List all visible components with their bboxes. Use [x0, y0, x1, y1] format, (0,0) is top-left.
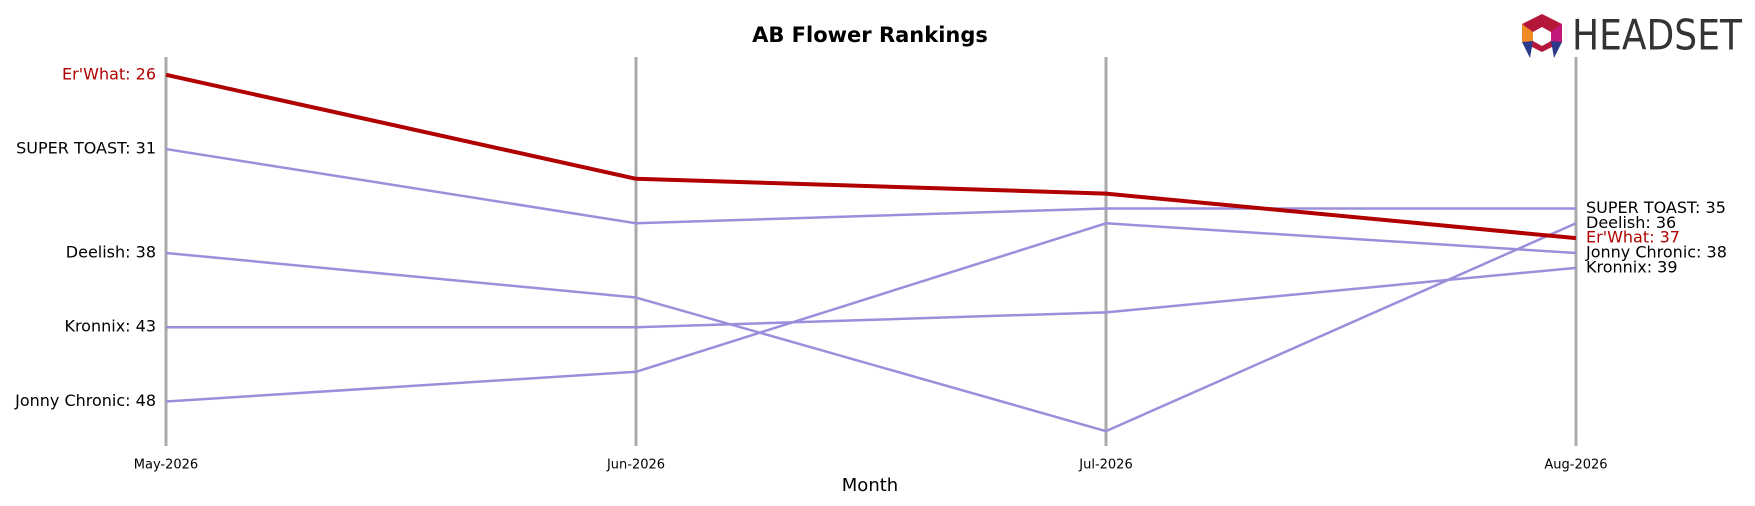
value-label: Jonny Chronic: 38 [1585, 242, 1727, 261]
logo: HEADSET [1522, 11, 1742, 60]
highlight-line [165, 72, 1577, 241]
logo-icon-hole [1533, 27, 1551, 46]
value-label: Er'What: 37 [1586, 228, 1680, 247]
x-tick-label: Aug-2026 [1544, 458, 1607, 473]
logo-icon-part [1522, 41, 1533, 58]
x-tick-label: Jun-2026 [606, 458, 665, 473]
logo-icon-part [1551, 41, 1562, 58]
logo-icon-part [1551, 24, 1562, 42]
value-label: Kronnix: 43 [64, 317, 156, 336]
value-label: Deelish: 36 [1586, 213, 1676, 232]
value-label: SUPER TOAST: 35 [1586, 198, 1726, 217]
x-axis-label: Month [842, 475, 898, 496]
value-label: Deelish: 38 [66, 242, 156, 261]
value-label: SUPER TOAST: 31 [16, 139, 156, 158]
series-line [165, 222, 1577, 433]
logo-icon-part [1522, 24, 1533, 42]
x-tick-label: Jul-2026 [1078, 458, 1132, 473]
logo-text: HEADSET [1572, 11, 1742, 60]
value-label: Er'What: 26 [62, 64, 156, 83]
x-tick-label: May-2026 [134, 458, 198, 473]
chart-title: AB Flower Rankings [752, 23, 988, 47]
series-line [165, 147, 1576, 225]
series-line [165, 222, 1577, 403]
value-label: Jonny Chronic: 48 [14, 391, 156, 410]
series-line [166, 266, 1577, 329]
value-label: Kronnix: 39 [1586, 257, 1678, 276]
